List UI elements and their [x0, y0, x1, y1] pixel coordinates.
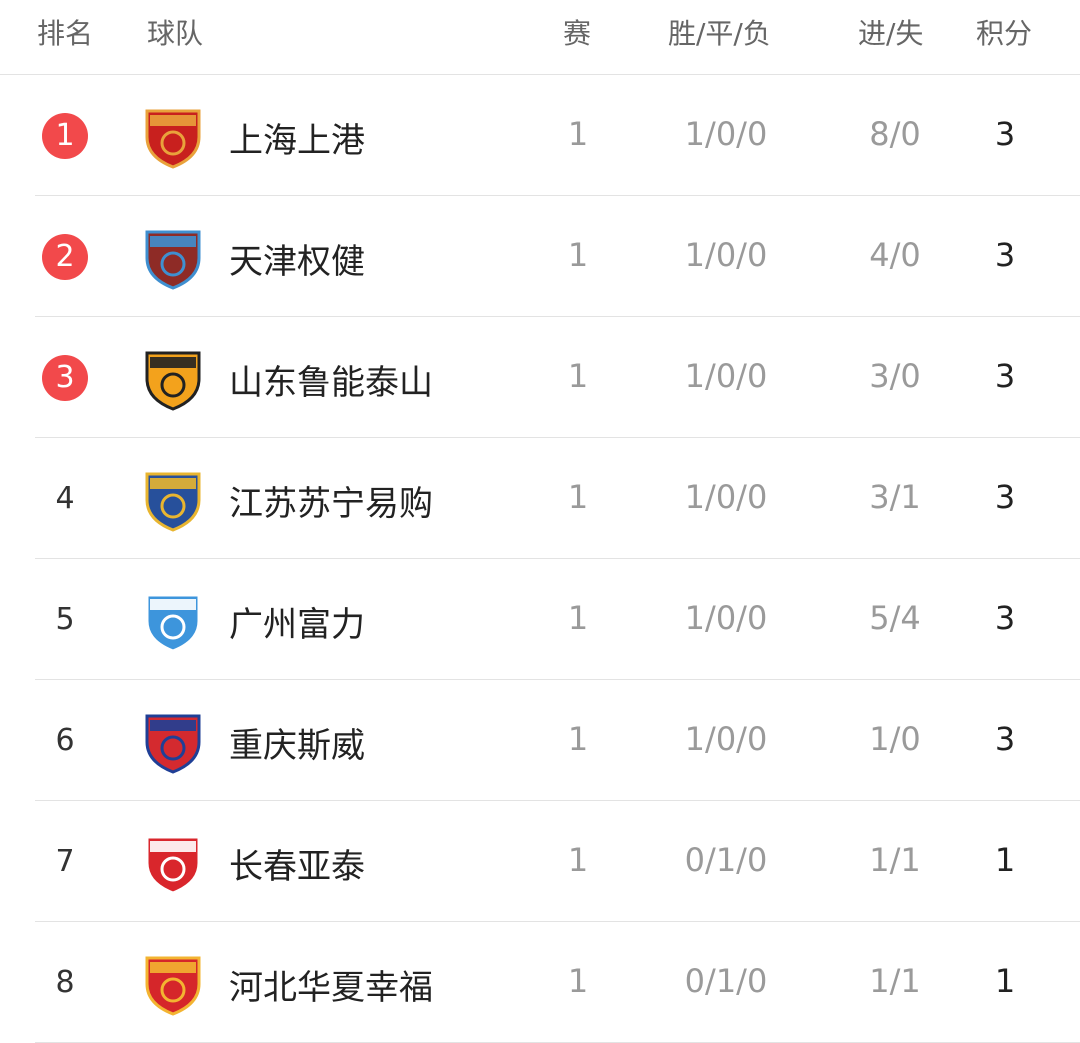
cffc-shield-icon: [145, 956, 201, 1016]
yatai-shield-icon: [145, 835, 201, 895]
played-value: 1: [567, 478, 589, 516]
table-header: 排名 球队 赛 胜/平/负 进/失 积分: [0, 0, 1080, 75]
rank-badge: 4: [55, 481, 75, 516]
row-divider: [35, 921, 1080, 922]
suning-shield-icon: [145, 472, 201, 532]
rank-badge: 7: [55, 844, 75, 879]
played-value: 1: [567, 115, 589, 153]
table-row[interactable]: 3 山东鲁能泰山 1 1/0/0 3/0 3: [0, 317, 1080, 438]
team-name[interactable]: 河北华夏幸福: [229, 968, 433, 1008]
rank-badge: 6: [55, 723, 75, 758]
goals-value: 1/0: [869, 720, 921, 758]
team-name[interactable]: 上海上港: [229, 121, 365, 161]
row-divider: [35, 679, 1080, 680]
team-name[interactable]: 重庆斯威: [229, 726, 365, 766]
points-value: 3: [994, 720, 1016, 758]
wdl-value: 1/0/0: [684, 236, 768, 274]
table-row[interactable]: 8 河北华夏幸福 1 0/1/0 1/1 1: [0, 922, 1080, 1043]
goals-value: 3/1: [869, 478, 921, 516]
played-value: 1: [567, 841, 589, 879]
table-row[interactable]: 4 江苏苏宁易购 1 1/0/0 3/1 3: [0, 438, 1080, 559]
points-value: 3: [994, 478, 1016, 516]
played-value: 1: [567, 599, 589, 637]
goals-value: 3/0: [869, 357, 921, 395]
row-divider: [35, 558, 1080, 559]
row-divider: [35, 316, 1080, 317]
wdl-value: 1/0/0: [684, 599, 768, 637]
points-value: 3: [994, 236, 1016, 274]
team-name[interactable]: 山东鲁能泰山: [229, 363, 433, 403]
points-value: 1: [994, 841, 1016, 879]
header-wdl[interactable]: 胜/平/负: [668, 17, 771, 50]
header-played[interactable]: 赛: [563, 17, 592, 50]
wdl-value: 1/0/0: [684, 357, 768, 395]
wdl-value: 1/0/0: [684, 478, 768, 516]
points-value: 3: [994, 599, 1016, 637]
wdl-value: 1/0/0: [684, 115, 768, 153]
played-value: 1: [567, 720, 589, 758]
sipg-shield-icon: [145, 109, 201, 169]
row-divider: [35, 800, 1080, 801]
wdl-value: 1/0/0: [684, 720, 768, 758]
quanjian-shield-icon: [145, 230, 201, 290]
rank-badge: 5: [55, 602, 75, 637]
team-name[interactable]: 天津权健: [229, 242, 365, 282]
luneng-shield-icon: [145, 351, 201, 411]
rank-badge: 3: [42, 355, 88, 401]
header-points[interactable]: 积分: [976, 17, 1033, 50]
table-row[interactable]: 7 长春亚泰 1 0/1/0 1/1 1: [0, 801, 1080, 922]
table-row[interactable]: 6 重庆斯威 1 1/0/0 1/0 3: [0, 680, 1080, 801]
wdl-value: 0/1/0: [684, 962, 768, 1000]
goals-value: 1/1: [869, 841, 921, 879]
goals-value: 8/0: [869, 115, 921, 153]
rank-badge: 1: [42, 113, 88, 159]
table-row[interactable]: 5 广州富力 1 1/0/0 5/4 3: [0, 559, 1080, 680]
played-value: 1: [567, 357, 589, 395]
points-value: 3: [994, 357, 1016, 395]
wdl-value: 0/1/0: [684, 841, 768, 879]
team-name[interactable]: 长春亚泰: [229, 847, 365, 887]
header-goals[interactable]: 进/失: [858, 17, 924, 50]
row-divider: [35, 195, 1080, 196]
row-divider: [35, 437, 1080, 438]
goals-value: 4/0: [869, 236, 921, 274]
points-value: 1: [994, 962, 1016, 1000]
header-rank[interactable]: 排名: [37, 17, 94, 50]
dangdai-shield-icon: [145, 714, 201, 774]
rank-badge: 8: [55, 965, 75, 1000]
played-value: 1: [567, 236, 589, 274]
rf-shield-icon: [145, 593, 201, 653]
rank-badge: 2: [42, 234, 88, 280]
team-name[interactable]: 广州富力: [229, 605, 365, 645]
header-team[interactable]: 球队: [147, 17, 204, 50]
table-row[interactable]: 1 上海上港 1 1/0/0 8/0 3: [0, 75, 1080, 196]
points-value: 3: [994, 115, 1016, 153]
played-value: 1: [567, 962, 589, 1000]
goals-value: 5/4: [869, 599, 921, 637]
table-row[interactable]: 2 天津权健 1 1/0/0 4/0 3: [0, 196, 1080, 317]
team-name[interactable]: 江苏苏宁易购: [229, 484, 433, 524]
goals-value: 1/1: [869, 962, 921, 1000]
